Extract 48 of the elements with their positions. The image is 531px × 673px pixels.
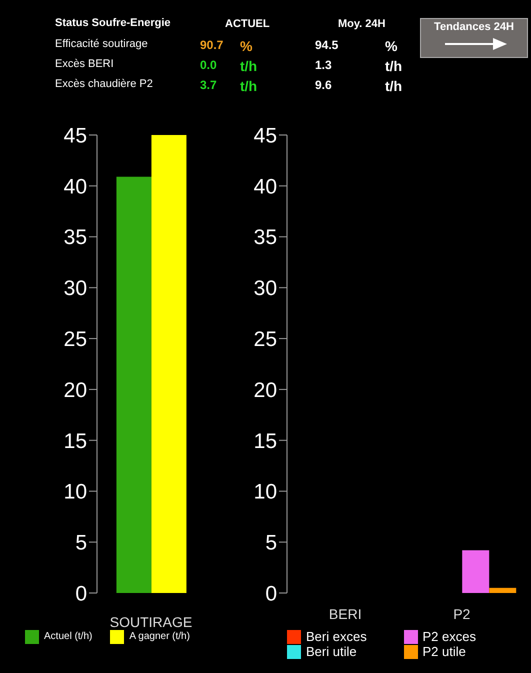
text: 1.3 xyxy=(315,58,332,72)
legend-label: P2 exces xyxy=(422,629,476,644)
legend-label: Beri utile xyxy=(306,644,357,659)
text: % xyxy=(385,38,398,54)
text: ACTUEL xyxy=(225,18,270,30)
y-tick-label: 5 xyxy=(75,532,87,555)
text: 94.5 xyxy=(315,38,338,52)
legend-label: A gagner (t/h) xyxy=(129,630,190,644)
text: Efficacité soutirage xyxy=(55,38,148,50)
y-tick-label: 35 xyxy=(254,226,277,250)
y-tick-label: 15 xyxy=(254,430,277,453)
y-tick-label: 40 xyxy=(64,175,87,198)
y-tick-label: 20 xyxy=(254,378,277,402)
legend-label: Beri exces xyxy=(306,629,367,644)
text: Status Soufre-Energie xyxy=(55,17,171,29)
y-tick-label: 45 xyxy=(254,124,277,148)
text: 9.6 xyxy=(315,78,332,92)
y-tick-label: 25 xyxy=(254,328,277,352)
y-tick-label: 25 xyxy=(64,328,87,352)
y-tick-label: 30 xyxy=(254,277,277,300)
y-tick-label: 10 xyxy=(254,480,277,504)
legend-label: Actuel (t/h) xyxy=(44,630,92,644)
y-tick-label: 0 xyxy=(265,582,277,606)
text: Moy. 24H xyxy=(338,18,386,30)
text: t/h xyxy=(385,58,402,74)
text: 0.0 xyxy=(200,58,217,72)
text: t/h xyxy=(240,78,258,94)
y-tick-label: 5 xyxy=(265,532,277,555)
x-axis-title: SOUTIRAGE xyxy=(110,614,192,630)
y-tick-label: 15 xyxy=(64,430,87,453)
y-tick-label: 30 xyxy=(64,277,87,300)
y-tick-label: 35 xyxy=(64,226,87,250)
y-tick-label: 10 xyxy=(64,480,87,504)
text: 3.7 xyxy=(200,78,217,92)
text: t/h xyxy=(385,78,402,94)
y-tick-label: 45 xyxy=(64,124,87,148)
text: Excès chaudière P2 xyxy=(55,78,153,90)
x-tick-label: P2 xyxy=(453,606,471,622)
y-tick-label: 0 xyxy=(75,582,87,606)
x-tick-label: BERI xyxy=(328,606,362,622)
text: t/h xyxy=(240,58,258,74)
text: 90.7 xyxy=(200,38,224,52)
text: Excès BERI xyxy=(55,58,114,70)
y-tick-label: 20 xyxy=(64,378,87,402)
legend-label: P2 utile xyxy=(422,644,466,659)
y-tick-label: 40 xyxy=(254,175,277,198)
text: % xyxy=(240,38,252,54)
text: Tendances 24H xyxy=(433,21,515,33)
